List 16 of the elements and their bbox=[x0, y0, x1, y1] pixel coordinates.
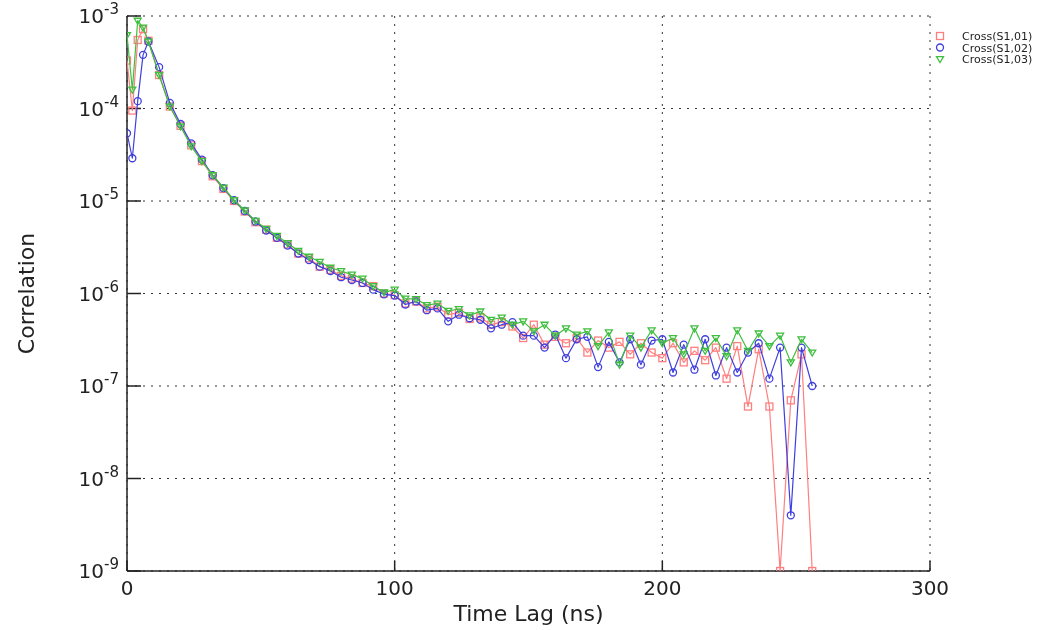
y-tick-label: 10$^{-9}$ bbox=[78, 555, 119, 583]
y-axis-title: Correlation bbox=[14, 232, 39, 355]
x-tick-label: 0 bbox=[120, 576, 134, 600]
legend-label: Cross(S1,01) bbox=[962, 30, 1033, 43]
y-tick-label: 10$^{-8}$ bbox=[78, 462, 119, 491]
y-tick-label: 10$^{-4}$ bbox=[78, 92, 119, 121]
x-axis-title: Time Lag (ns) bbox=[452, 601, 604, 626]
y-tick-label: 10$^{-5}$ bbox=[78, 185, 119, 213]
legend-label: Cross(S1,02) bbox=[962, 41, 1033, 55]
x-tick-label: 300 bbox=[910, 576, 950, 600]
y-tick-label: 10$^{-6}$ bbox=[78, 277, 119, 306]
legend-label: Cross(S1,03) bbox=[962, 53, 1033, 66]
x-tick-label: 100 bbox=[375, 576, 414, 600]
y-tick-label: 10$^{-7}$ bbox=[78, 370, 119, 398]
x-tick-label: 200 bbox=[643, 576, 682, 600]
y-tick-label: 10$^{-3}$ bbox=[78, 0, 119, 28]
